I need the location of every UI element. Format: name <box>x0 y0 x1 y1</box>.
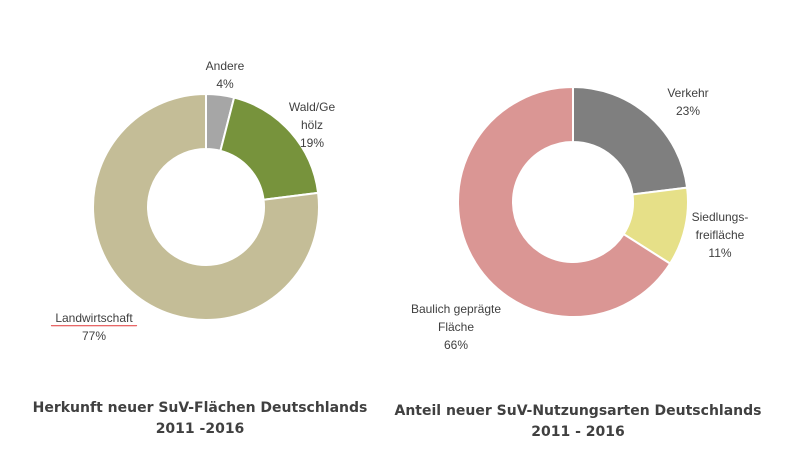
chart1-data-label-andere: Andere 4% <box>206 59 245 91</box>
chart-title-right-line1: Anteil neuer SuV-Nutzungsarten Deutschla… <box>394 403 762 419</box>
chart-title-left-line1: Herkunft neuer SuV-Flächen Deutschlands <box>32 400 368 416</box>
chart2-data-label-verkehr: Verkehr 23% <box>667 86 708 118</box>
chart2-slice-verkehr <box>572 85 689 196</box>
spellcheck-underline <box>50 325 138 327</box>
chart-title-right: Anteil neuer SuV-Nutzungsarten Deutschla… <box>378 401 778 443</box>
chart1-data-label-landwirtschaft: Landwirtschaft 77% <box>55 311 133 343</box>
chart1-slice-landwirtschaft <box>92 92 320 321</box>
chart-title-right-line2: 2011 - 2016 <box>531 424 625 440</box>
chart2-data-label-baulich-gepr-gtefl-che: Baulich geprägte Fläche 66% <box>411 302 501 352</box>
chart-title-left: Herkunft neuer SuV-Flächen Deutschlands … <box>0 398 400 440</box>
chart1-data-label-wald-geh-lz: Wald/Ge hölz 19% <box>289 100 336 150</box>
chart1-slice-wald-geh-lz <box>219 96 320 201</box>
chart2-data-label-siedlungs-freifl-che: Siedlungs-freifläche 11% <box>692 210 749 260</box>
chart2-slice-baulich-gepr-gtefl-che <box>457 85 672 318</box>
chart-title-left-line2: 2011 -2016 <box>155 421 245 437</box>
